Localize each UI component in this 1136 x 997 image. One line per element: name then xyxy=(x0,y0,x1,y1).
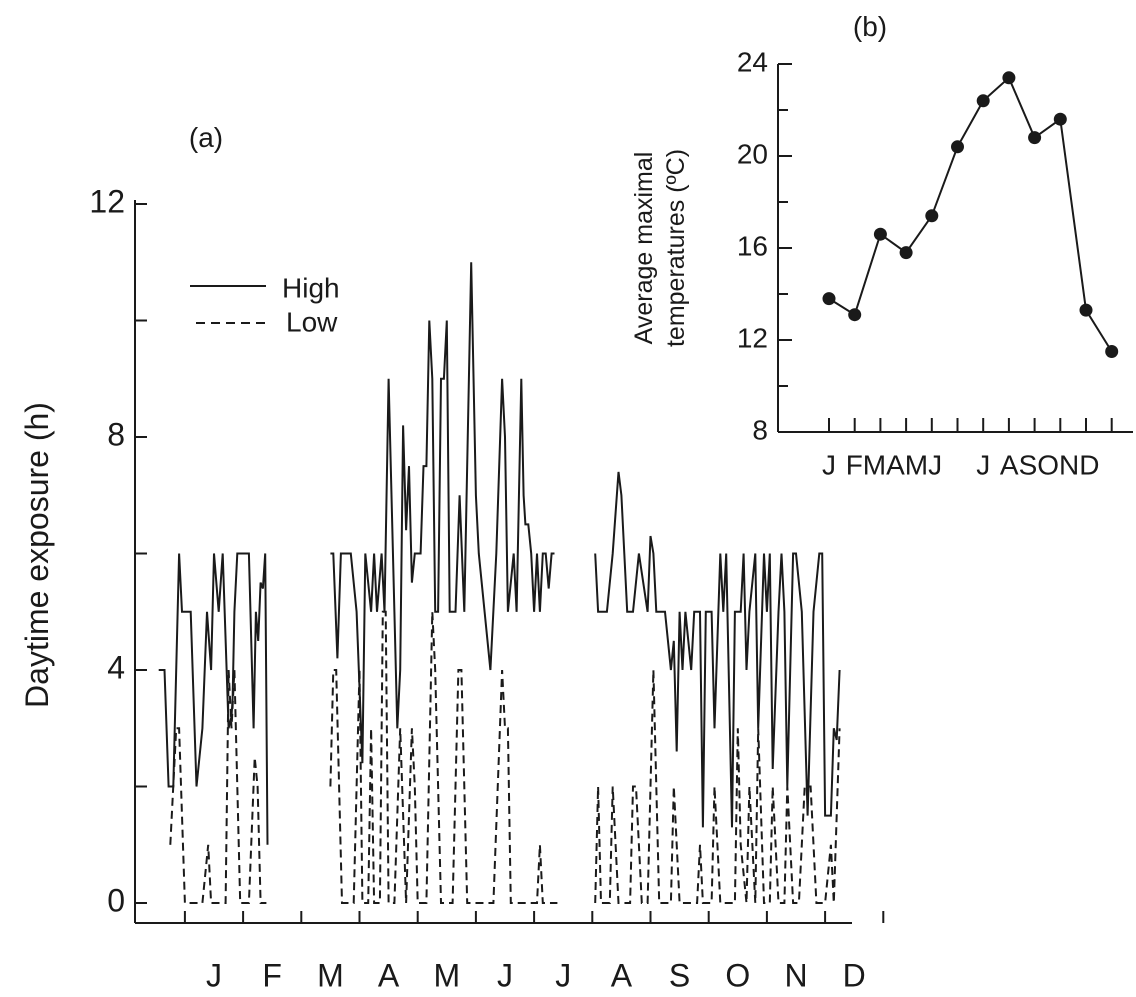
x-tick-label: J xyxy=(976,449,990,480)
panel-a-y-ticks: 0 4 8 12 xyxy=(89,183,147,918)
temperature-point xyxy=(1053,112,1067,126)
y-tick-label: 4 xyxy=(107,649,125,685)
y-tick-label: 16 xyxy=(737,230,768,261)
panel-a-y-axis-label: Daytime exposure (h) xyxy=(19,402,55,708)
panel-a-series xyxy=(158,262,841,904)
x-tick-label: J xyxy=(206,957,222,993)
legend-high-label: High xyxy=(282,272,340,303)
x-tick-label: N xyxy=(784,957,807,993)
panel-b-y-ticks: 8 12 16 20 24 xyxy=(737,46,792,445)
x-tick-label: J xyxy=(822,449,836,480)
y-tick-label: 24 xyxy=(737,46,768,77)
series-high-line xyxy=(594,471,841,828)
x-tick-label: FMAMJ xyxy=(846,449,942,480)
series-low-line xyxy=(594,669,841,904)
temperature-point xyxy=(925,209,939,223)
x-tick-label: S xyxy=(669,957,690,993)
y-tick-label: 12 xyxy=(737,322,768,353)
temperature-point xyxy=(1028,131,1042,145)
panel-b-y-axis-label-line-1: Average maximal xyxy=(630,152,658,345)
x-tick-label: M xyxy=(433,957,460,993)
x-tick-label: M xyxy=(317,957,344,993)
temperature-point xyxy=(1079,303,1093,317)
temperature-point xyxy=(976,94,990,108)
x-tick-label: J xyxy=(497,957,513,993)
temperature-point xyxy=(848,308,862,322)
temperature-line xyxy=(828,76,1113,353)
x-tick-label: O xyxy=(725,957,750,993)
x-tick-label: ASOND xyxy=(1000,449,1100,480)
temperature-point xyxy=(1002,71,1016,85)
temperature-point xyxy=(1105,345,1119,358)
y-tick-label: 0 xyxy=(107,882,125,918)
panel-b: (b) 8 12 16 20 24 J FMAMJ J ASOND Average maxim… xyxy=(630,11,1133,480)
legend-low-label: Low xyxy=(286,306,338,337)
temperature-point xyxy=(822,292,836,306)
y-tick-label: 20 xyxy=(737,138,768,169)
panel-b-axes xyxy=(777,64,1133,433)
x-tick-label: F xyxy=(262,957,282,993)
y-tick-label: 8 xyxy=(752,414,768,445)
series-low-line xyxy=(329,610,558,904)
panel-a-label: (a) xyxy=(189,122,223,153)
x-tick-label: A xyxy=(611,957,633,993)
x-tick-label: J xyxy=(555,957,571,993)
series-high-line xyxy=(158,552,269,845)
temperature-point xyxy=(873,227,887,241)
panel-b-y-axis-label-line-2: temperatures (ºC) xyxy=(662,149,690,347)
panel-a-legend: High Low xyxy=(190,272,340,337)
panel-b-series xyxy=(822,71,1119,358)
y-tick-label: 12 xyxy=(89,183,125,219)
series-high-line xyxy=(330,262,555,764)
panel-b-label: (b) xyxy=(853,11,887,42)
y-tick-label: 8 xyxy=(107,416,125,452)
temperature-point xyxy=(899,246,913,260)
x-tick-label: D xyxy=(843,957,866,993)
panel-b-x-ticks: J FMAMJ J ASOND xyxy=(822,418,1113,480)
x-tick-label: A xyxy=(378,957,400,993)
temperature-point xyxy=(951,140,964,154)
series-low-line xyxy=(169,669,267,904)
